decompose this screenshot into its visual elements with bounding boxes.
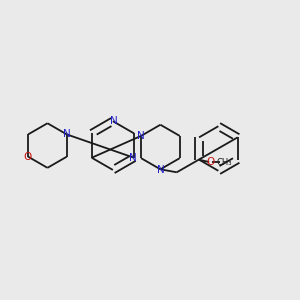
Text: N: N <box>157 165 164 175</box>
Text: CH₃: CH₃ <box>217 158 233 166</box>
Text: O: O <box>206 157 214 167</box>
Text: N: N <box>64 129 71 140</box>
Text: O: O <box>23 152 32 162</box>
Text: N: N <box>136 131 144 141</box>
Text: N: N <box>129 153 136 163</box>
Text: N: N <box>110 116 117 126</box>
